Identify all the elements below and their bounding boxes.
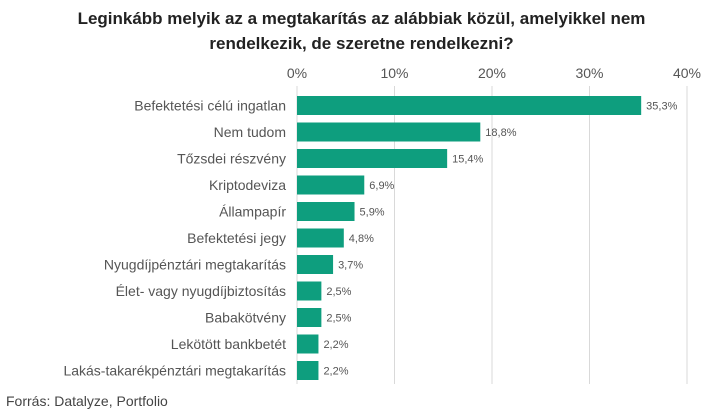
- x-tick-label: 40%: [673, 65, 701, 81]
- category-label: Befektetési célú ingatlan: [134, 98, 286, 114]
- x-tick-label: 0%: [287, 65, 307, 81]
- category-label: Állampapír: [219, 204, 286, 220]
- category-label: Lekötött bankbetét: [171, 336, 286, 352]
- bar: [297, 149, 448, 168]
- bar: [297, 255, 334, 274]
- bars: [297, 96, 642, 380]
- value-label: 3,7%: [338, 260, 363, 272]
- value-label: 2,2%: [323, 366, 348, 378]
- bar: [297, 122, 481, 142]
- chart-title-line-1: Leginkább melyik az a megtakarítás az al…: [77, 9, 646, 28]
- value-label: 2,5%: [326, 313, 351, 325]
- value-label: 2,2%: [323, 339, 348, 351]
- source-note: Forrás: Datalyze, Portfolio: [6, 393, 168, 409]
- x-tick-label: 30%: [575, 65, 603, 81]
- bar: [297, 281, 322, 301]
- bar: [297, 175, 365, 195]
- value-label: 35,3%: [646, 101, 677, 113]
- chart-title: Leginkább melyik az a megtakarítás az al…: [0, 6, 723, 56]
- x-tick-label: 20%: [478, 65, 506, 81]
- category-label: Nem tudom: [214, 124, 286, 140]
- value-label: 6,9%: [369, 180, 394, 192]
- value-label: 5,9%: [360, 207, 385, 219]
- bar: [297, 361, 319, 380]
- bar: [297, 96, 642, 115]
- bar: [297, 228, 344, 248]
- bar: [297, 308, 322, 327]
- category-label: Nyugdíjpénztári megtakarítás: [104, 257, 286, 273]
- category-label: Babakötvény: [205, 310, 286, 326]
- value-label: 2,5%: [326, 286, 351, 298]
- category-labels: Befektetési célú ingatlan Nem tudom Tőzsde…: [63, 98, 286, 379]
- value-label: 4,8%: [349, 233, 374, 245]
- category-label: Befektetési jegy: [187, 230, 286, 246]
- value-labels: 35,3% 18,8% 15,4% 6,9% 5,9% 4,8% 3,7% 2,5% 2,5% 2…: [323, 101, 677, 378]
- category-label: Tőzsdei részvény: [177, 151, 286, 167]
- bar: [297, 334, 319, 354]
- category-label: Élet- vagy nyugdíjbiztosítás: [116, 283, 286, 299]
- category-label: Lakás-takarékpénztári megtakarítás: [63, 363, 286, 379]
- chart-title-line-2: rendelkezik, de szeretne rendelkezni?: [209, 34, 514, 53]
- category-label: Kriptodeviza: [209, 177, 286, 193]
- value-label: 18,8%: [485, 127, 516, 139]
- value-label: 15,4%: [452, 154, 483, 166]
- x-axis-tick-labels: 0% 10% 20% 30% 40%: [287, 65, 701, 81]
- x-tick-label: 10%: [380, 65, 408, 81]
- bar: [297, 202, 355, 221]
